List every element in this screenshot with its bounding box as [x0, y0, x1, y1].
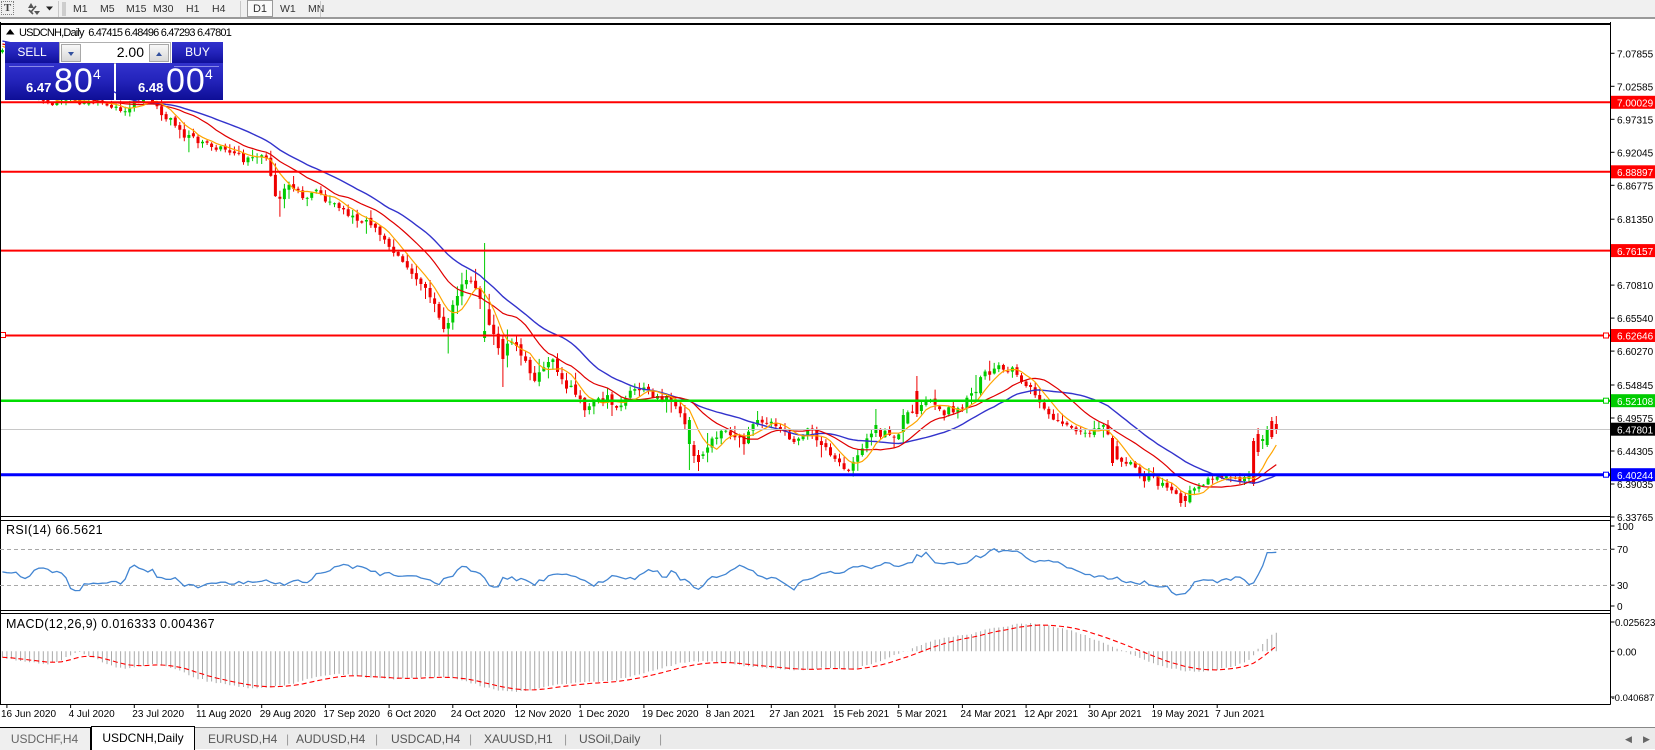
- svg-text:7.00029: 7.00029: [1617, 99, 1654, 110]
- svg-text:16 Jun 2020: 16 Jun 2020: [1, 709, 56, 720]
- svg-text:70: 70: [1617, 545, 1629, 556]
- svg-text:0: 0: [1617, 602, 1623, 613]
- svg-text:24 Oct 2020: 24 Oct 2020: [451, 709, 506, 720]
- svg-text:27 Jan 2021: 27 Jan 2021: [769, 709, 824, 720]
- svg-text:6.60270: 6.60270: [1617, 347, 1654, 358]
- svg-text:8 Jan 2021: 8 Jan 2021: [706, 709, 756, 720]
- svg-text:6.70810: 6.70810: [1617, 281, 1654, 292]
- svg-text:30 Apr 2021: 30 Apr 2021: [1088, 709, 1142, 720]
- svg-text:19 Dec 2020: 19 Dec 2020: [642, 709, 699, 720]
- svg-text:6.40244: 6.40244: [1617, 471, 1654, 482]
- svg-text:17 Sep 2020: 17 Sep 2020: [323, 709, 380, 720]
- svg-text:12 Nov 2020: 12 Nov 2020: [515, 709, 572, 720]
- svg-text:12 Apr 2021: 12 Apr 2021: [1024, 709, 1078, 720]
- svg-text:19 May 2021: 19 May 2021: [1152, 709, 1210, 720]
- svg-text:6 Oct 2020: 6 Oct 2020: [387, 709, 436, 720]
- svg-text:0.025623: 0.025623: [1615, 618, 1655, 629]
- svg-text:6.39035: 6.39035: [1617, 480, 1654, 491]
- svg-text:15 Feb 2021: 15 Feb 2021: [833, 709, 890, 720]
- svg-text:6.88897: 6.88897: [1617, 168, 1654, 179]
- svg-text:6.76157: 6.76157: [1617, 247, 1654, 258]
- svg-text:6.92045: 6.92045: [1617, 148, 1654, 159]
- svg-text:RSI(14) 66.5621: RSI(14) 66.5621: [6, 523, 103, 537]
- svg-text:6.52108: 6.52108: [1617, 397, 1654, 408]
- svg-text:1 Dec 2020: 1 Dec 2020: [578, 709, 630, 720]
- svg-text:6.54845: 6.54845: [1617, 381, 1654, 392]
- svg-text:6.86775: 6.86775: [1617, 181, 1654, 192]
- svg-text:-0.040687: -0.040687: [1612, 693, 1655, 704]
- svg-text:24 Mar 2021: 24 Mar 2021: [960, 709, 1017, 720]
- svg-text:7.07855: 7.07855: [1617, 49, 1654, 60]
- svg-text:USDCNH,Daily 6.47415 6.48496: USDCNH,Daily 6.47415 6.48496 6.47293 6.4…: [19, 27, 232, 39]
- svg-text:0.00: 0.00: [1617, 647, 1637, 658]
- svg-text:6.44305: 6.44305: [1617, 447, 1654, 458]
- svg-text:MACD(12,26,9) 0.016333 0.00436: MACD(12,26,9) 0.016333 0.004367: [6, 617, 215, 631]
- svg-text:6.65540: 6.65540: [1617, 314, 1654, 325]
- svg-text:6.62646: 6.62646: [1617, 332, 1654, 343]
- svg-text:6.97315: 6.97315: [1617, 115, 1654, 126]
- svg-text:7.02585: 7.02585: [1617, 82, 1654, 93]
- svg-text:6.33765: 6.33765: [1617, 513, 1654, 524]
- svg-text:4 Jul 2020: 4 Jul 2020: [69, 709, 116, 720]
- svg-text:7 Jun 2021: 7 Jun 2021: [1215, 709, 1265, 720]
- svg-text:29 Aug 2020: 29 Aug 2020: [260, 709, 317, 720]
- svg-text:6.81350: 6.81350: [1617, 215, 1654, 226]
- svg-text:23 Jul 2020: 23 Jul 2020: [132, 709, 184, 720]
- svg-text:11 Aug 2020: 11 Aug 2020: [196, 709, 252, 720]
- svg-text:6.49575: 6.49575: [1617, 414, 1654, 425]
- svg-text:6.47801: 6.47801: [1617, 425, 1654, 436]
- svg-text:30: 30: [1617, 581, 1629, 592]
- svg-text:5 Mar 2021: 5 Mar 2021: [897, 709, 948, 720]
- svg-text:100: 100: [1617, 522, 1634, 533]
